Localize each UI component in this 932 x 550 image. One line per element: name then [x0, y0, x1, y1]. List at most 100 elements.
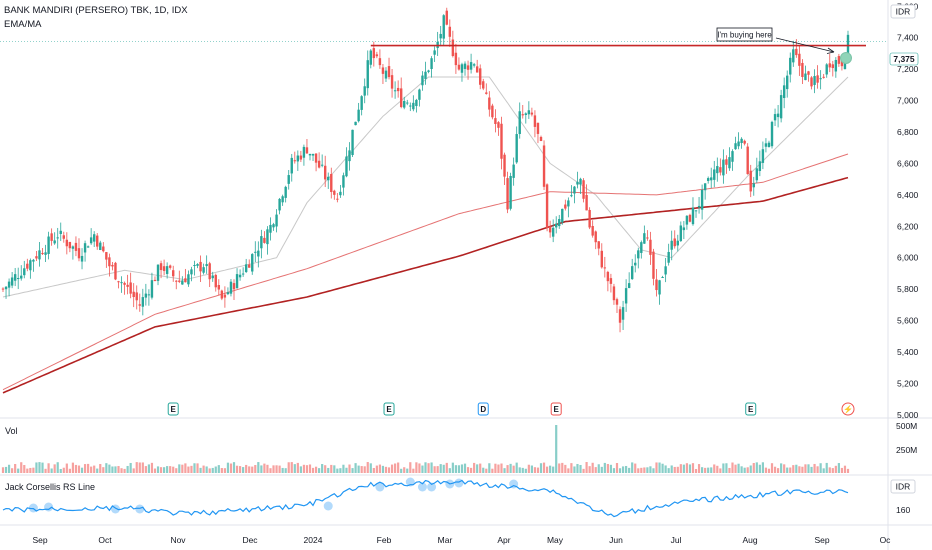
candle-body — [786, 75, 789, 90]
main-pane[interactable] — [0, 0, 888, 418]
candle-body — [135, 292, 138, 301]
volume-bar — [679, 464, 682, 473]
volume-bar — [44, 468, 47, 473]
volume-bar — [266, 464, 269, 473]
candle-body — [472, 64, 476, 66]
candle-body — [582, 180, 585, 199]
candle-body — [409, 105, 412, 107]
volume-bar — [804, 464, 807, 473]
rs-highlight-dot — [427, 482, 437, 492]
volume-bar — [360, 466, 363, 473]
volume-bar — [707, 467, 710, 473]
candle-body — [460, 64, 464, 73]
volume-bar — [628, 467, 631, 473]
volume-bar — [448, 468, 451, 473]
currency-badge[interactable] — [890, 4, 916, 19]
candle-body — [719, 167, 722, 173]
volume-bar — [497, 464, 500, 473]
volume-bar — [433, 466, 436, 473]
candle-body — [56, 237, 59, 239]
volume-bar — [257, 462, 260, 473]
volume-bar — [573, 466, 576, 473]
time-axis[interactable]: Sep Oct Nov Dec 2024 Feb Mar Apr May Jun Jul Aug Sep… — [32, 535, 891, 545]
candle-body — [214, 274, 217, 288]
volume-bar — [217, 465, 220, 473]
volume-bar — [746, 467, 749, 473]
volume-bar — [758, 464, 761, 473]
volume-bar — [494, 463, 497, 473]
volume-bar — [819, 463, 822, 473]
volume-bar — [625, 465, 628, 473]
candle-body — [211, 275, 214, 279]
volume-bar — [840, 467, 844, 473]
candle-body — [485, 92, 488, 94]
candle-body — [23, 268, 26, 276]
candle-body — [83, 243, 87, 253]
volume-bar — [251, 466, 254, 473]
candle-body — [10, 277, 14, 286]
candle-body — [418, 89, 421, 100]
candle-body — [26, 263, 29, 269]
volume-bar — [290, 462, 293, 473]
candle-body — [658, 280, 661, 295]
volume-bar — [767, 468, 771, 473]
candle-body — [561, 208, 564, 223]
volume-bar — [397, 462, 400, 473]
rs-highlight-dot — [135, 504, 145, 514]
candle-body — [421, 75, 424, 86]
buy-point-marker[interactable] — [840, 52, 852, 64]
candle-body — [627, 283, 631, 289]
candle-body — [703, 183, 707, 191]
event-label: D — [480, 405, 486, 414]
volume-bar — [798, 466, 801, 473]
volume-bar — [311, 467, 315, 473]
volume-bar — [539, 463, 543, 473]
volume-bar — [816, 466, 819, 473]
candle-body — [412, 102, 415, 110]
candle-body — [175, 280, 178, 282]
candle-body — [199, 261, 202, 272]
candle-body — [798, 53, 801, 66]
candle-body — [153, 279, 157, 282]
candle-body — [232, 283, 236, 290]
candle-body — [238, 274, 242, 278]
volume-bar — [743, 467, 746, 473]
rs-currency-badge[interactable] — [890, 479, 916, 494]
candle-body — [846, 34, 850, 59]
event-markers[interactable]: E E D E E ⚡ — [167, 402, 855, 416]
volume-bar — [618, 468, 622, 473]
candle-body — [360, 96, 363, 110]
candle-body — [743, 140, 746, 144]
price-tick: 6,600 — [897, 158, 919, 168]
candle-body — [448, 26, 452, 37]
volume-bar — [166, 466, 169, 473]
candle-body — [688, 214, 692, 222]
volume-bar — [117, 466, 120, 473]
volume-bar — [612, 468, 616, 473]
volume-bar — [500, 463, 503, 473]
candle-body — [403, 101, 406, 108]
volume-bar — [594, 467, 597, 473]
volume-bar — [96, 468, 99, 473]
volume-bar — [673, 466, 676, 473]
volume-bar — [561, 462, 564, 473]
candle-body — [248, 264, 251, 268]
candle-body — [196, 264, 199, 266]
symbol-title[interactable]: BANK MANDIRI (PERSERO) TBK, 1D, IDX — [4, 5, 188, 16]
volume-bar — [181, 464, 184, 473]
volume-bar — [87, 463, 90, 473]
indicator-title[interactable]: EMA/MA — [4, 19, 42, 30]
candle-body — [706, 178, 710, 181]
candle-body — [776, 113, 780, 118]
volume-bar — [555, 425, 558, 473]
volume-bar — [466, 467, 470, 473]
candle-body — [406, 102, 409, 104]
candle-body — [62, 235, 65, 239]
annotation-box[interactable] — [716, 27, 773, 42]
volume-bar — [564, 464, 567, 473]
candle-body — [302, 146, 306, 158]
price-tick: 5,400 — [897, 347, 919, 357]
candle-body — [159, 263, 163, 271]
volume-bar — [314, 466, 318, 473]
